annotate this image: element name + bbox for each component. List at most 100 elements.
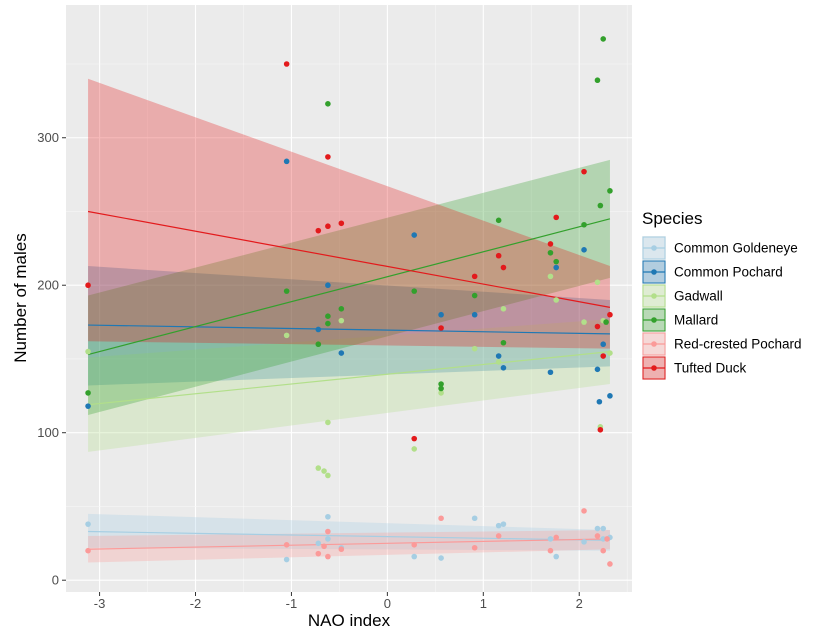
point-common-pochard [547,369,554,376]
point-common-pochard [471,311,478,318]
point-common-pochard [500,365,507,371]
point-gadwall [338,317,345,324]
point-red-crested-pochard [581,508,587,514]
point-mallard [438,385,444,392]
point-common-goldeneye [581,539,587,545]
y-tick-label: 300 [37,130,59,145]
point-mallard [283,288,290,294]
point-tufted-duck [315,227,322,234]
point-common-goldeneye [594,525,601,532]
point-red-crested-pochard [604,536,610,542]
point-red-crested-pochard [325,553,331,560]
point-tufted-duck [500,264,507,271]
point-common-pochard [607,393,613,399]
point-gadwall [325,419,331,426]
point-gadwall [411,446,418,452]
point-mallard [597,202,604,209]
y-tick-label: 0 [52,573,59,588]
point-tufted-duck [438,325,444,331]
y-axis-title: Number of males [11,233,30,362]
point-mallard [325,313,331,319]
point-common-goldeneye [600,525,607,532]
confidence-band-common-pochard [88,266,610,386]
point-common-pochard [495,353,502,359]
legend-key-point-red-crested-pochard [651,341,657,347]
point-mallard [325,101,331,107]
confidence-bands [88,78,610,563]
point-gadwall [321,468,327,474]
point-mallard [315,341,322,348]
point-red-crested-pochard [607,561,613,567]
point-tufted-duck [325,154,331,160]
trend-line-red-crested-pochard [88,538,610,550]
y-tick-label: 200 [37,278,59,293]
legend-label-tufted-duck: Tufted Duck [674,361,747,376]
point-common-goldeneye [600,536,607,542]
confidence-band-mallard [88,159,610,416]
point-mallard [495,217,502,224]
point-tufted-duck [553,214,560,221]
point-red-crested-pochard [321,543,327,550]
point-common-goldeneye [325,536,331,542]
point-gadwall [594,279,601,286]
point-common-pochard [438,311,444,318]
point-gadwall [325,472,331,479]
trend-lines [87,210,611,550]
point-common-pochard [85,403,91,409]
point-tufted-duck [325,223,331,230]
legend-label-common-pochard: Common Pochard [674,265,783,280]
point-common-goldeneye [553,553,560,560]
point-mallard [338,306,345,312]
point-tufted-duck [581,168,587,175]
point-common-pochard [283,158,290,165]
point-common-pochard [594,366,601,373]
point-gadwall [471,345,478,352]
x-tick-label: 0 [384,596,391,611]
grid-lines [66,5,632,592]
point-red-crested-pochard [411,542,418,548]
confidence-band-tufted-duck [88,78,610,349]
point-gadwall [438,390,444,396]
point-red-crested-pochard [325,528,331,535]
point-tufted-duck [597,426,604,433]
x-tick-label: -1 [286,596,298,611]
point-mallard [594,77,601,84]
point-red-crested-pochard [600,547,607,554]
point-tufted-duck [594,323,601,330]
point-common-pochard [553,264,560,271]
point-red-crested-pochard [553,534,560,541]
legend-label-gadwall: Gadwall [674,289,723,304]
point-tufted-duck [471,273,478,280]
y-axis-ticks: 0 100 200 300 [37,130,66,588]
point-gadwall [283,332,290,339]
point-common-goldeneye [283,556,290,563]
point-tufted-duck [607,311,613,318]
legend-key-point-tufted-duck [651,365,657,371]
point-red-crested-pochard [283,542,290,548]
point-gadwall [607,350,613,356]
legend: Species Common Goldeneye Common Pochard Ga… [642,209,802,380]
x-tick-label: 2 [576,596,583,611]
point-gadwall [547,273,554,280]
point-red-crested-pochard [594,533,601,539]
trend-line-gadwall [88,350,610,406]
legend-title: Species [642,209,702,228]
point-mallard [547,249,554,256]
legend-label-mallard: Mallard [674,313,718,328]
point-tufted-duck [283,61,290,67]
point-common-pochard [325,282,331,289]
point-gadwall [500,306,507,312]
point-tufted-duck [600,353,607,359]
legend-label-common-goldeneye: Common Goldeneye [674,241,798,256]
point-tufted-duck [411,435,418,442]
point-mallard [603,319,609,325]
point-mallard [325,320,331,327]
point-mallard [500,339,507,346]
point-red-crested-pochard [85,547,91,554]
point-common-goldeneye [325,513,331,520]
point-gadwall [85,348,91,355]
confidence-band-gadwall [88,319,610,452]
point-mallard [471,292,478,299]
point-mallard [438,381,444,387]
